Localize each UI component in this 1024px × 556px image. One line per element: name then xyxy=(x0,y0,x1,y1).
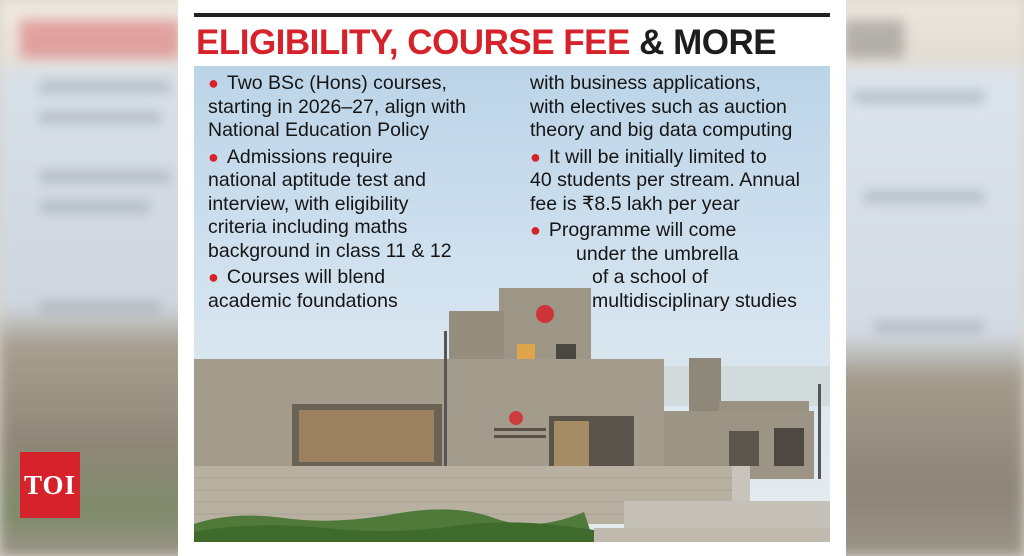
right-text-column: with business applications, with electiv… xyxy=(530,72,830,316)
blurred-text-line xyxy=(874,320,984,334)
bullet-line: Two BSc (Hons) courses, xyxy=(226,72,447,94)
left-text-column: ● Two BSc (Hons) courses, starting in 202… xyxy=(208,72,538,316)
bullet-dot-icon: ● xyxy=(208,267,219,287)
bullet-line: with business applications, xyxy=(530,72,761,94)
bullet-line: Programme will come xyxy=(548,219,737,241)
bullet-line: Courses will blend xyxy=(226,266,386,288)
bullet-line: criteria including maths xyxy=(208,216,408,238)
bullet-point: ● Admissions require national aptitude te… xyxy=(208,146,538,264)
infographic-title: ELIGIBILITY, COURSE FEE & MORE xyxy=(196,20,777,66)
title-dark-part: & MORE xyxy=(639,23,777,62)
campus-photo: ● Two BSc (Hons) courses, starting in 202… xyxy=(194,66,830,542)
bullet-line: It will be initially limited to xyxy=(548,145,767,168)
blurred-text-line xyxy=(854,90,984,104)
bullet-line: under the umbrella xyxy=(576,242,739,265)
bullet-continuation: with business applications, with electiv… xyxy=(530,72,830,143)
top-rule xyxy=(194,13,830,17)
blurred-title-ghost xyxy=(20,20,180,58)
bullet-line: theory and big data computing xyxy=(530,119,793,141)
bullet-line: starting in 2026–27, align with xyxy=(208,95,467,118)
blurred-right-panel xyxy=(834,0,1024,556)
bullet-line: interview, with eligibility xyxy=(208,192,409,215)
blurred-text-line xyxy=(864,190,984,204)
bullet-dot-icon: ● xyxy=(530,220,541,240)
bullet-point: ● Programme will come under the umbrella … xyxy=(530,219,830,313)
blurred-text-line xyxy=(40,170,170,184)
bullet-line: with electives such as auction xyxy=(530,95,787,118)
bullet-dot-icon: ● xyxy=(530,146,541,167)
title-red-part: ELIGIBILITY, COURSE FEE xyxy=(196,23,630,62)
campus-building-illustration xyxy=(194,288,830,542)
bullet-line: National Education Policy xyxy=(208,119,430,141)
bullet-line: of a school of xyxy=(592,266,708,288)
bullet-dot-icon: ● xyxy=(208,73,219,93)
bullet-line: Admissions require xyxy=(226,145,393,168)
bullet-point: ● Two BSc (Hons) courses, starting in 202… xyxy=(208,72,538,143)
blurred-text-line xyxy=(40,110,160,124)
bullet-line: multidisciplinary studies xyxy=(592,289,797,312)
blurred-text-line xyxy=(40,80,170,94)
bullet-line: background in class 11 & 12 xyxy=(208,239,452,262)
blurred-text-line xyxy=(40,300,160,314)
infographic-card: ELIGIBILITY, COURSE FEE & MORE xyxy=(178,0,846,556)
bullet-line: 40 students per stream. Annual xyxy=(530,169,800,191)
bullet-line: fee is ₹8.5 lakh per year xyxy=(530,192,740,215)
bullet-line: national aptitude test and xyxy=(208,169,426,191)
blurred-text-line xyxy=(40,200,150,214)
bullet-point: ● It will be initially limited to 40 stud… xyxy=(530,146,830,217)
toi-logo: TOI xyxy=(20,452,80,518)
bullet-point: ● Courses will blend academic foundations xyxy=(208,266,538,313)
bullet-line: academic foundations xyxy=(208,289,398,312)
blurred-title-ghost-right xyxy=(844,20,904,58)
bullet-dot-icon: ● xyxy=(208,146,219,167)
